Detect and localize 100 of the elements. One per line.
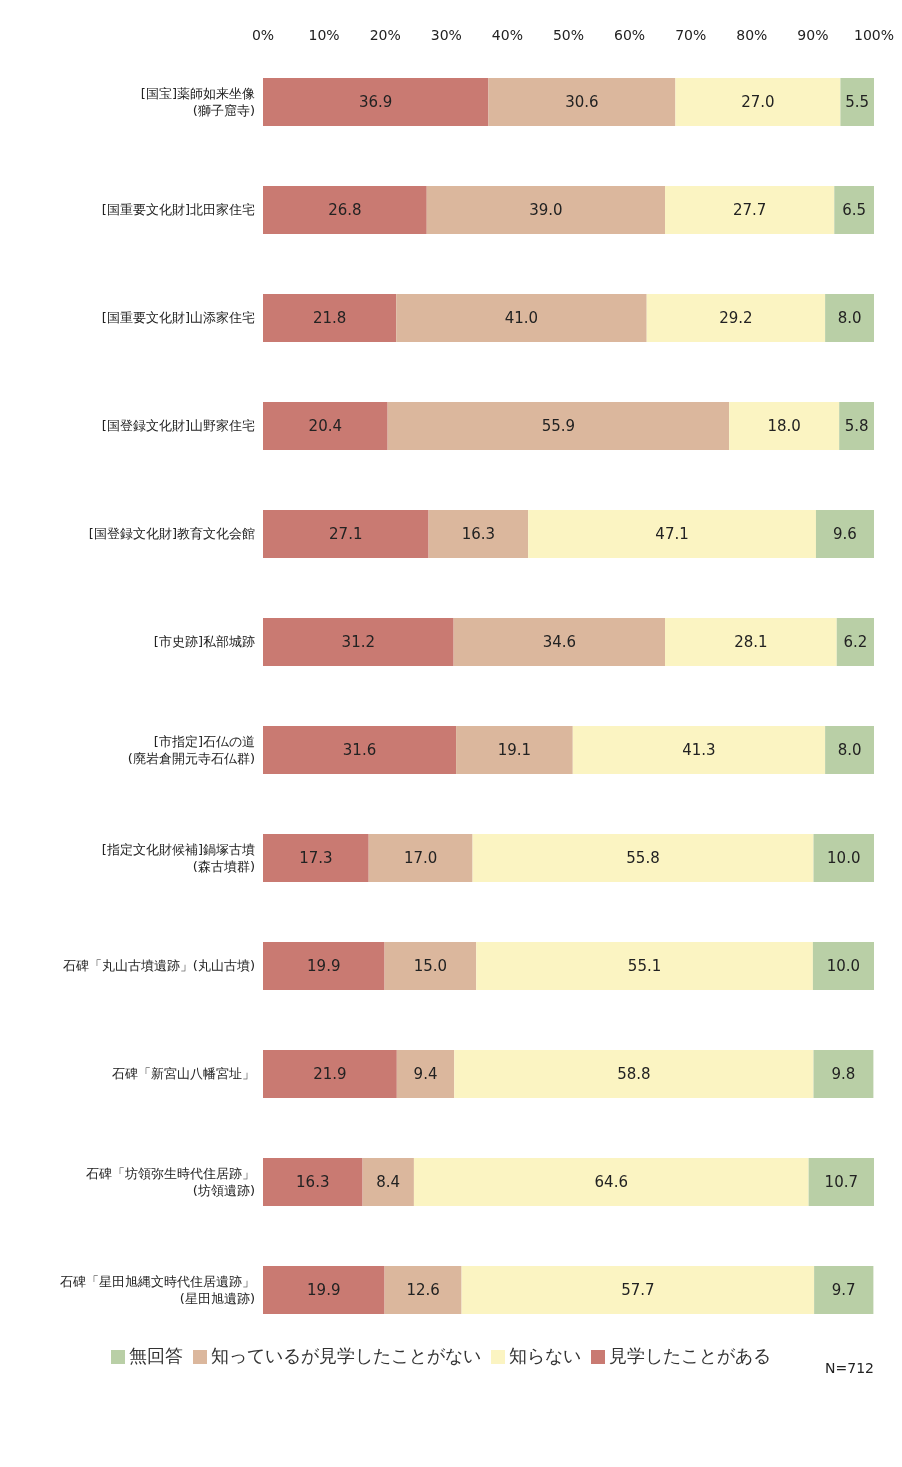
data-label: 6.5 — [842, 201, 867, 219]
data-label: 27.1 — [329, 525, 363, 543]
bar — [384, 1266, 462, 1314]
bar — [814, 1266, 874, 1314]
x-tick-label: 60% — [614, 27, 646, 43]
bar — [413, 1158, 809, 1206]
x-tick-label: 10% — [308, 27, 340, 43]
bar — [813, 1050, 874, 1098]
data-label: 9.8 — [831, 1065, 856, 1083]
y-tick-label: 石碑「坊領弥生時代住居跡」 (坊領遺跡) — [86, 1165, 255, 1198]
x-tick-label: 40% — [491, 27, 523, 43]
bar — [834, 186, 874, 234]
bar — [646, 294, 826, 342]
bar — [488, 78, 676, 126]
legend-label: 無回答 — [129, 1345, 183, 1366]
x-tick-label: 50% — [552, 27, 585, 43]
data-label: 9.7 — [831, 1281, 856, 1299]
data-label: 17.0 — [403, 849, 438, 867]
data-label: 57.7 — [621, 1281, 655, 1299]
bar — [263, 1050, 397, 1098]
data-label: 19.9 — [307, 1281, 341, 1299]
data-label: 27.7 — [732, 201, 767, 219]
data-label: 55.1 — [627, 957, 662, 975]
x-tick-label: 100% — [853, 27, 895, 43]
bar — [665, 186, 835, 234]
data-label: 10.0 — [827, 849, 861, 867]
y-tick-label: 石碑「星田旭縄文時代住居遺跡」 (星田旭遺跡) — [60, 1273, 255, 1306]
bar — [665, 618, 837, 666]
bar — [263, 834, 369, 882]
bar — [472, 834, 814, 882]
bar — [428, 510, 529, 558]
bar — [396, 294, 647, 342]
data-label: 19.9 — [307, 957, 341, 975]
x-tick-label: 30% — [430, 27, 462, 43]
bar — [825, 294, 874, 342]
data-label: 9.4 — [413, 1065, 438, 1083]
y-tick-label: [国登録文化財]山野家住宅 — [101, 418, 255, 433]
y-tick-label: [国重要文化財]北田家住宅 — [101, 202, 255, 217]
data-label: 5.8 — [844, 417, 869, 435]
y-tick-label: [国登録文化財]教育文化会館 — [88, 526, 255, 541]
bar — [263, 186, 427, 234]
legend-label: 知らない — [509, 1345, 581, 1366]
bar — [675, 78, 841, 126]
bar — [454, 1050, 814, 1098]
y-tick-label: 石碑「新宮山八幡宮址」 — [112, 1066, 255, 1081]
data-label: 21.8 — [312, 309, 347, 327]
bar — [839, 402, 874, 450]
data-label: 20.4 — [308, 417, 343, 435]
data-label: 58.8 — [617, 1065, 651, 1083]
data-label: 28.1 — [734, 633, 768, 651]
text: N=712 — [825, 1360, 874, 1376]
data-label: 15.0 — [413, 957, 448, 975]
bar — [572, 726, 826, 774]
data-label: 31.2 — [341, 633, 376, 651]
data-label: 27.0 — [741, 93, 775, 111]
bar — [263, 510, 429, 558]
data-label: 8.0 — [837, 309, 862, 327]
bar — [263, 618, 454, 666]
legend-label: 知っているが見学したことがない — [211, 1345, 481, 1366]
data-label: 47.1 — [655, 525, 689, 543]
x-tick-label: 80% — [736, 27, 768, 43]
data-label: 30.6 — [565, 93, 599, 111]
data-label: 55.9 — [541, 417, 576, 435]
x-tick-label: 20% — [369, 27, 401, 43]
data-label: 5.5 — [845, 93, 870, 111]
data-label: 8.4 — [376, 1173, 401, 1191]
data-label: 10.7 — [824, 1173, 859, 1191]
data-label: 19.1 — [497, 741, 532, 759]
data-label: 41.3 — [682, 741, 716, 759]
data-label: 39.0 — [529, 201, 563, 219]
data-label: 6.2 — [843, 633, 868, 651]
bar — [453, 618, 666, 666]
bar — [263, 942, 385, 990]
data-label: 41.0 — [504, 309, 539, 327]
y-tick-label: [指定文化財候補]鍋塚古墳 (森古墳群) — [101, 841, 255, 874]
bar — [396, 1050, 455, 1098]
y-tick-label: [国宝]薬師如来坐像 (獅子窟寺) — [140, 85, 255, 118]
bar — [263, 402, 388, 450]
legend-label: 見学したことがある — [609, 1345, 771, 1366]
bar — [729, 402, 840, 450]
bar — [812, 942, 874, 990]
bar — [808, 1158, 874, 1206]
data-label: 10.0 — [826, 957, 861, 975]
y-tick-label: [国重要文化財]山添家住宅 — [101, 310, 255, 325]
data-label: 16.3 — [461, 525, 496, 543]
bar — [825, 726, 874, 774]
data-label: 55.8 — [626, 849, 660, 867]
bar — [368, 834, 473, 882]
data-label: 16.3 — [296, 1173, 330, 1191]
data-label: 12.6 — [406, 1281, 440, 1299]
bar — [836, 618, 874, 666]
x-tick-label: 0% — [251, 27, 275, 43]
data-label: 31.6 — [342, 741, 377, 759]
data-label: 29.2 — [719, 309, 753, 327]
bar — [384, 942, 477, 990]
bar — [362, 1158, 414, 1206]
data-label: 34.6 — [542, 633, 577, 651]
bar — [263, 294, 397, 342]
y-tick-label: [市指定]石仏の道 (廃岩倉開元寺石仏群) — [127, 733, 255, 766]
data-label: 9.6 — [833, 525, 857, 543]
